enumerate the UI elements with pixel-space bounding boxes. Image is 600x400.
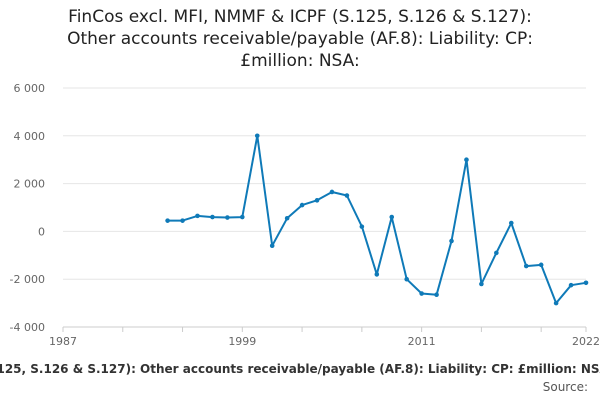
x-tick-label: 1999 bbox=[228, 335, 256, 348]
y-tick-label: 2 000 bbox=[14, 178, 46, 191]
data-point[interactable] bbox=[553, 300, 559, 306]
data-point[interactable] bbox=[195, 213, 200, 219]
source-label: Source: bbox=[542, 380, 588, 394]
data-point[interactable] bbox=[583, 280, 589, 286]
data-point[interactable] bbox=[523, 263, 529, 269]
legend-label: FinCos excl. MFI, NMMF & ICPF (S.125, S.… bbox=[0, 362, 600, 376]
data-point[interactable] bbox=[210, 214, 215, 220]
data-point[interactable] bbox=[314, 198, 320, 203]
data-point[interactable] bbox=[165, 218, 170, 223]
y-axis: -4 000 -2 000 0 2 000 4 000 6 000 bbox=[10, 82, 45, 334]
data-point[interactable] bbox=[494, 250, 499, 256]
y-tick-label: 0 bbox=[38, 225, 45, 238]
y-tick-label: 4 000 bbox=[14, 130, 46, 143]
data-point[interactable] bbox=[479, 281, 484, 287]
series-group bbox=[165, 133, 589, 306]
data-point[interactable] bbox=[284, 215, 290, 221]
data-point[interactable] bbox=[404, 276, 409, 282]
data-point[interactable] bbox=[254, 133, 260, 139]
data-point[interactable] bbox=[464, 157, 469, 162]
chart-title-line-3: £million: NSA: bbox=[240, 51, 360, 71]
data-point[interactable] bbox=[508, 220, 514, 226]
grid-lines bbox=[63, 87, 586, 328]
data-point[interactable] bbox=[538, 262, 544, 268]
y-tick-label: 6 000 bbox=[14, 82, 46, 95]
data-point[interactable] bbox=[568, 282, 574, 288]
data-point[interactable] bbox=[449, 238, 454, 244]
data-point[interactable] bbox=[299, 202, 305, 208]
data-point[interactable] bbox=[329, 189, 335, 195]
chart-title: FinCos excl. MFI, NMMF & ICPF (S.125, S.… bbox=[0, 6, 600, 72]
data-point[interactable] bbox=[374, 272, 380, 277]
data-point[interactable] bbox=[180, 218, 185, 223]
data-point[interactable] bbox=[434, 292, 439, 298]
chart-title-line-1: FinCos excl. MFI, NMMF & ICPF (S.125, S.… bbox=[68, 7, 532, 27]
data-point[interactable] bbox=[269, 243, 275, 249]
data-point[interactable] bbox=[225, 215, 230, 220]
y-tick-label: -4 000 bbox=[10, 321, 45, 334]
legend[interactable]: FinCos excl. MFI, NMMF & ICPF (S.125, S.… bbox=[0, 362, 600, 380]
data-point[interactable] bbox=[419, 291, 424, 296]
x-tick-label: 2022 bbox=[572, 335, 600, 348]
x-tick-label: 2011 bbox=[408, 335, 436, 348]
x-tick-label: 1987 bbox=[49, 335, 77, 348]
data-point[interactable] bbox=[389, 214, 395, 220]
data-point[interactable] bbox=[240, 214, 245, 220]
series-line bbox=[167, 134, 587, 305]
chart-title-line-2: Other accounts receivable/payable (AF.8)… bbox=[67, 29, 533, 49]
y-tick-label: -2 000 bbox=[10, 273, 45, 286]
data-point[interactable] bbox=[359, 224, 365, 229]
data-point[interactable] bbox=[344, 193, 350, 198]
x-axis: 1987 1999 2011 2022 bbox=[49, 326, 600, 348]
